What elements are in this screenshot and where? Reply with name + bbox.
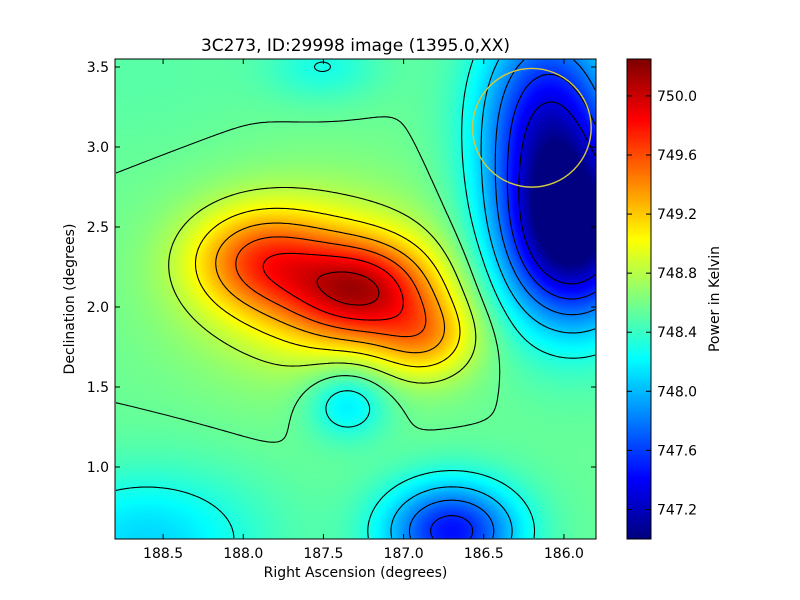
y-tick-label: 1.0 — [87, 460, 109, 476]
contour-line — [115, 59, 596, 539]
x-axis-ticks: 188.5 188.0 187.5 187.0 186.5 186.0 — [143, 59, 584, 562]
x-tick-label: 188.5 — [143, 546, 183, 562]
colorbar-frame — [626, 58, 652, 540]
contour-line — [262, 252, 404, 321]
y-axis-title: Declination (degrees) — [62, 224, 78, 375]
y-tick-label: 3.0 — [87, 140, 109, 156]
colorbar-tick-label: 748.4 — [657, 325, 697, 341]
contour-line — [518, 101, 596, 285]
contour-line — [194, 207, 461, 368]
beam-circle — [471, 67, 592, 188]
heatmap-image — [115, 59, 596, 539]
colorbar-tick-label: 747.2 — [657, 502, 697, 518]
x-tick-label: 186.0 — [544, 546, 584, 562]
y-tick-label: 3.5 — [87, 60, 109, 76]
colorbar-tick-label: 748.8 — [657, 266, 697, 282]
contour-line — [115, 116, 501, 443]
contour-lines — [115, 59, 596, 539]
y-tick-label: 2.5 — [87, 220, 109, 236]
x-tick-label: 187.0 — [384, 546, 424, 562]
plot-area: 188.5 188.0 187.5 187.0 186.5 186.0 1.0 1.5 2.0… — [87, 58, 597, 562]
colorbar-tick-label: 748.0 — [657, 384, 697, 400]
contour-line — [235, 236, 427, 338]
chart-title: 3C273, ID:29998 image (1395.0,XX) — [201, 36, 510, 56]
contour-line — [168, 186, 477, 384]
y-tick-label: 1.5 — [87, 380, 109, 396]
contour-line — [408, 59, 596, 539]
y-axis-ticks: 1.0 1.5 2.0 2.5 3.0 3.5 — [87, 60, 596, 476]
x-tick-label: 187.5 — [303, 546, 343, 562]
x-axis-title: Right Ascension (degrees) — [264, 565, 448, 581]
contour-line — [390, 59, 596, 539]
colorbar-tick-label: 749.2 — [657, 207, 697, 223]
colorbar-tick-label: 747.6 — [657, 443, 697, 459]
contour-line — [215, 222, 446, 354]
y-tick-label: 2.0 — [87, 300, 109, 316]
x-tick-label: 186.5 — [464, 546, 504, 562]
plot-frame — [114, 58, 597, 540]
colorbar-tick-label: 750.0 — [657, 89, 697, 105]
colorbar-gradient — [627, 59, 651, 539]
contour-line — [316, 271, 380, 306]
colorbar-ticks: 747.2 747.6 748.0 748.4 748.8 749.2 749.6 750.0 — [627, 89, 697, 518]
colorbar: 747.2 747.6 748.0 748.4 748.8 749.2 749.6 750.0… — [626, 58, 723, 540]
contour-line — [430, 73, 596, 539]
colorbar-label: Power in Kelvin — [707, 246, 723, 352]
x-tick-label: 188.0 — [223, 546, 263, 562]
colorbar-tick-label: 749.6 — [657, 148, 697, 164]
